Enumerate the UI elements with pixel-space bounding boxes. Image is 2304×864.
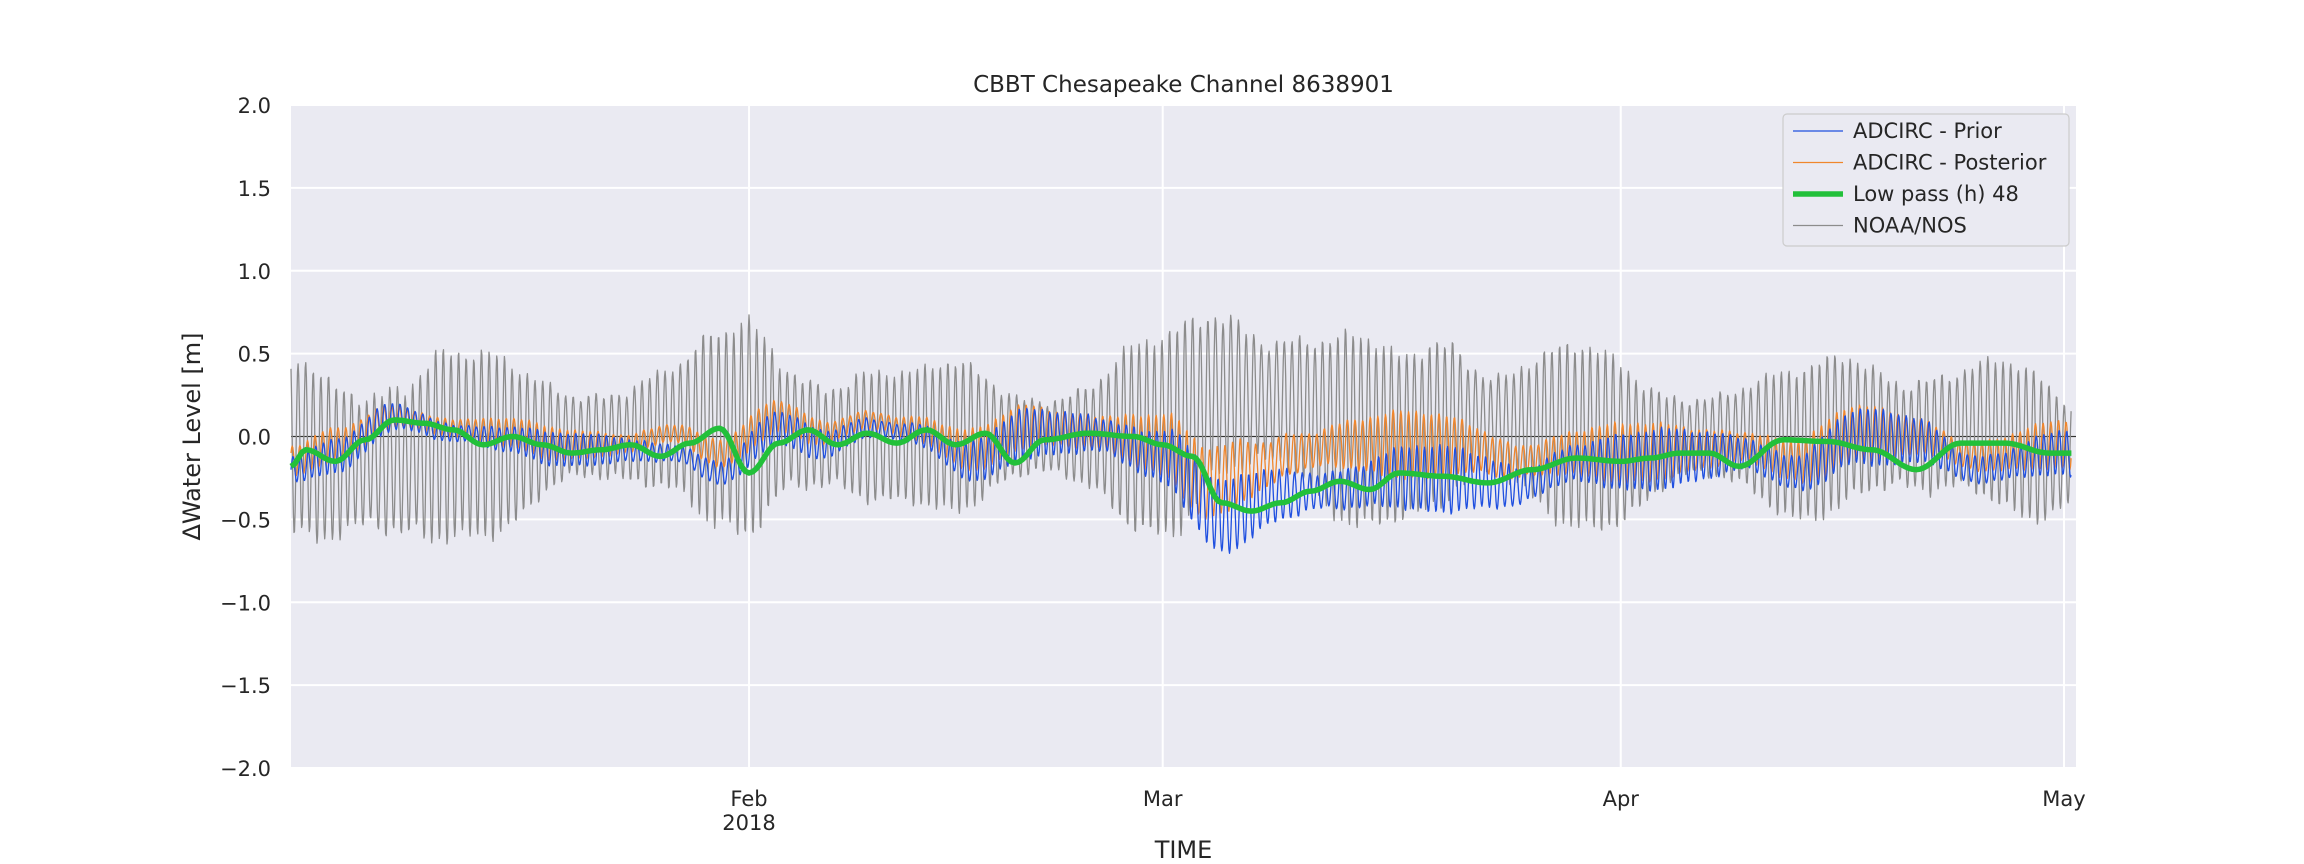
- y-tick-label: 1.5: [238, 177, 271, 201]
- y-tick-label: 0.0: [238, 426, 271, 450]
- y-tick-label: −2.0: [220, 757, 271, 781]
- series-layer: [289, 314, 2072, 554]
- legend: ADCIRC - Prior ADCIRC - Posterior Low pass…: [1782, 113, 2070, 247]
- y-axis-label: ΔWater Level [m]: [178, 332, 206, 540]
- x-tick-label: Mar: [1143, 787, 1183, 811]
- y-tick-label: −1.0: [220, 591, 271, 615]
- y-tick-label: 0.5: [238, 343, 271, 367]
- legend-box: [1782, 113, 2070, 247]
- y-tick-label: −0.5: [220, 508, 271, 532]
- legend-label: Low pass (h) 48: [1853, 182, 2019, 206]
- x-tick-label: May: [2042, 787, 2085, 811]
- series-line-low-pass-h-48: [289, 417, 2072, 514]
- chart-title: CBBT Chesapeake Channel 8638901: [973, 72, 1394, 98]
- legend-label: ADCIRC - Posterior: [1853, 151, 2047, 175]
- series-line-noaa-nos: [290, 314, 2072, 545]
- y-tick-label: 1.0: [238, 260, 271, 284]
- legend-label: ADCIRC - Prior: [1853, 119, 2002, 143]
- x-tick-sublabel: 2018: [722, 811, 775, 835]
- x-tick-label: Feb: [730, 787, 767, 811]
- y-tick-label: 2.0: [238, 94, 271, 118]
- legend-label: NOAA/NOS: [1853, 214, 1967, 238]
- x-tick-label: Apr: [1603, 787, 1640, 811]
- x-axis-label: TIME: [1154, 836, 1213, 864]
- y-tick-label: −1.5: [220, 674, 271, 698]
